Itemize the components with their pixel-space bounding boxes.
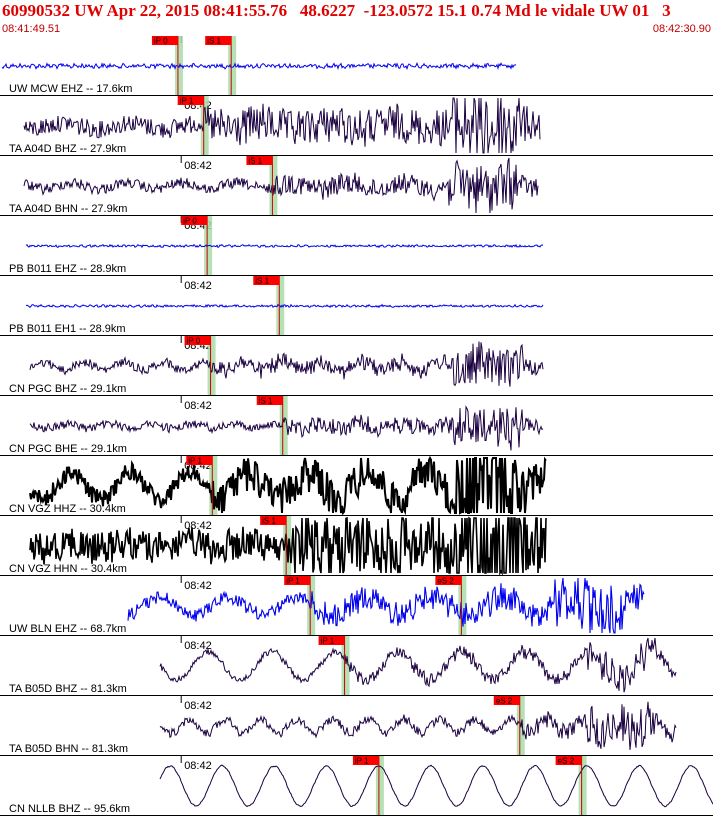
pick-box bbox=[260, 516, 287, 525]
station-label: CN VGZ HHZ -- 30.4km bbox=[9, 503, 126, 515]
pick-box bbox=[253, 276, 280, 285]
station-label: UW BLN EHZ -- 68.7km bbox=[9, 623, 126, 635]
station-label: TA A04D BHZ -- 27.9km bbox=[9, 143, 126, 155]
trace-row: 08:42 eS 2 TA B05D BHN -- 81.3km bbox=[0, 696, 713, 756]
trace-row: 08:42 iS 1 CN PGC BHE -- 29.1km bbox=[0, 396, 713, 456]
pick-window bbox=[200, 96, 209, 155]
start-time-label: 08:41:49.51 bbox=[2, 23, 61, 35]
waveform bbox=[25, 243, 544, 249]
minute-tick-label: 08:42 bbox=[184, 760, 212, 772]
pick-label: iP 0 bbox=[187, 337, 201, 346]
waveform bbox=[159, 637, 677, 693]
station-label: PB B011 EH1 -- 28.9km bbox=[9, 323, 126, 335]
pick-window bbox=[375, 756, 384, 815]
pick-box bbox=[186, 456, 213, 465]
pick-window bbox=[174, 36, 183, 95]
pick-label: eS 2 bbox=[558, 757, 575, 766]
trace-row: 08:42 iS 1 TA A04D BHN -- 27.9km bbox=[0, 156, 713, 216]
pick-window bbox=[279, 396, 288, 455]
minute-tick-label: 08:42 bbox=[184, 400, 212, 412]
pick-box bbox=[493, 696, 520, 705]
event-title: 60990532 UW Apr 22, 2015 08:41:55.76 48.… bbox=[2, 1, 671, 20]
station-label: CN VGZ HHN -- 30.4km bbox=[9, 563, 127, 575]
waveform bbox=[159, 764, 713, 808]
pick-box bbox=[555, 756, 582, 765]
waveform bbox=[29, 455, 547, 516]
minute-tick-label: 08:42 bbox=[184, 580, 212, 592]
pick-window bbox=[341, 636, 350, 695]
station-label: PB B011 EHZ -- 28.9km bbox=[9, 263, 126, 275]
pick-box bbox=[284, 576, 311, 585]
pick-label: eS 2 bbox=[496, 697, 513, 706]
waveform bbox=[23, 157, 539, 214]
waveform bbox=[127, 577, 645, 634]
station-label: CN PGC BHZ -- 29.1km bbox=[9, 383, 126, 395]
pick-label: iS 1 bbox=[262, 517, 276, 526]
pick-window bbox=[458, 576, 467, 635]
seismogram-plot: iP 0 iS 1 UW MCW EHZ -- 17.6km 08:42 iP 1 TA … bbox=[0, 36, 713, 816]
pick-label: eS 2 bbox=[437, 577, 454, 586]
pick-label: iP 1 bbox=[321, 637, 335, 646]
station-label: CN PGC BHE -- 29.1km bbox=[9, 443, 127, 455]
header: 60990532 UW Apr 22, 2015 08:41:55.76 48.… bbox=[0, 0, 713, 36]
pick-box bbox=[352, 756, 379, 765]
pick-window bbox=[578, 756, 587, 815]
pick-box bbox=[256, 396, 283, 405]
minute-tick-label: 08:42 bbox=[184, 280, 212, 292]
pick-label: iP 1 bbox=[286, 577, 300, 586]
pick-label: iP 1 bbox=[188, 457, 202, 466]
pick-box bbox=[184, 336, 211, 345]
station-label: TA B05D BHZ -- 81.3km bbox=[9, 683, 127, 695]
minute-tick-label: 08:42 bbox=[184, 700, 212, 712]
pick-label: iS 1 bbox=[259, 397, 273, 406]
pick-box bbox=[318, 636, 345, 645]
trace-row: 08:42 iP 1 TA B05D BHZ -- 81.3km bbox=[0, 636, 713, 696]
pick-label: iS 1 bbox=[207, 37, 221, 46]
pick-box bbox=[435, 576, 462, 585]
waveform bbox=[29, 341, 544, 387]
trace-row: 08:42 iP 1 eS 2 UW BLN EHZ -- 68.7km bbox=[0, 576, 713, 636]
pick-box bbox=[151, 36, 178, 45]
pick-box bbox=[246, 156, 273, 165]
pick-window bbox=[269, 156, 278, 215]
minute-tick-label: 08:42 bbox=[184, 160, 212, 172]
pick-label: iP 0 bbox=[154, 37, 168, 46]
waveform bbox=[29, 516, 547, 576]
waveform bbox=[159, 701, 677, 750]
trace-row: 08:42 iS 1CN VGZ HHN -- 30.4km bbox=[0, 516, 713, 576]
trace-row: iP 0 iS 1 UW MCW EHZ -- 17.6km bbox=[0, 36, 713, 96]
station-label: TA A04D BHN -- 27.9km bbox=[9, 203, 127, 215]
pick-window bbox=[228, 36, 237, 95]
pick-label: iS 1 bbox=[248, 157, 262, 166]
pick-box bbox=[181, 216, 208, 225]
station-label: CN NLLB BHZ -- 95.6km bbox=[9, 803, 130, 815]
trace-row: 08:42 iP 1 eS 2 CN NLLB BHZ -- 95.6km bbox=[0, 756, 713, 816]
waveform bbox=[29, 405, 544, 451]
pick-window bbox=[207, 336, 216, 395]
waveform bbox=[1, 62, 517, 71]
pick-box bbox=[177, 96, 204, 105]
waveform bbox=[23, 97, 541, 154]
minute-tick-label: 08:42 bbox=[184, 640, 212, 652]
station-label: TA B05D BHN -- 81.3km bbox=[9, 743, 128, 755]
trace-row: 08:42 iS 1 PB B011 EH1 -- 28.9km bbox=[0, 276, 713, 336]
station-label: UW MCW EHZ -- 17.6km bbox=[9, 83, 132, 95]
pick-label: iP 1 bbox=[180, 97, 194, 106]
pick-label: iP 0 bbox=[183, 217, 197, 226]
pick-label: iS 1 bbox=[255, 277, 269, 286]
waveform bbox=[25, 303, 544, 309]
pick-label: iP 1 bbox=[355, 757, 369, 766]
pick-box bbox=[205, 36, 232, 45]
end-time-label: 08:42:30.90 bbox=[652, 23, 711, 35]
